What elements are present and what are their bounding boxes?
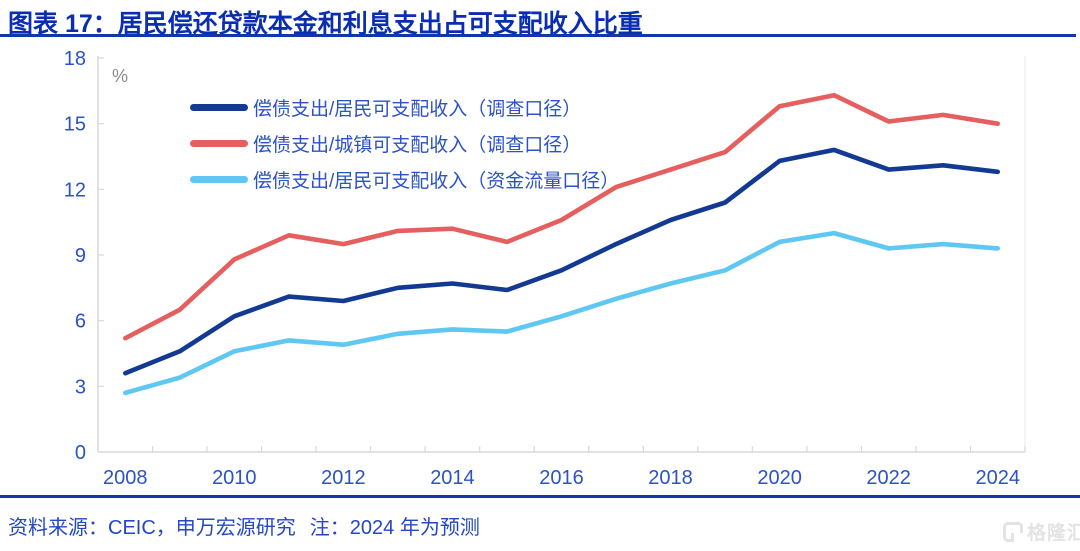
legend-line-swatch (190, 104, 248, 111)
legend-label: 偿债支出/居民可支配收入（调查口径） (253, 99, 582, 120)
svg-text:9: 9 (75, 245, 86, 267)
chart-legend: 偿债支出/居民可支配收入（调查口径） 偿债支出/城镇可支配收入（调查口径） 偿债… (190, 98, 619, 206)
legend-label: 偿债支出/城镇可支配收入（调查口径） (253, 135, 582, 156)
watermark-text: 格隆汇 (1027, 523, 1080, 544)
svg-text:2022: 2022 (866, 467, 911, 489)
line-chart: 0 3 6 9 12 15 18 2008 2010 2012 2014 2016 2018 2020 20… (64, 48, 1026, 489)
chart-area: 0 3 6 9 12 15 18 2008 2010 2012 2014 2016 2018 2020 20… (0, 40, 1080, 500)
svg-text:2014: 2014 (430, 467, 475, 489)
svg-text:18: 18 (64, 48, 86, 70)
legend-item: 偿债支出/城镇可支配收入（调查口径） (190, 134, 619, 156)
title-underline (0, 34, 1076, 37)
svg-text:0: 0 (75, 442, 86, 464)
svg-text:2012: 2012 (321, 467, 366, 489)
svg-text:2010: 2010 (212, 467, 257, 489)
svg-text:2024: 2024 (975, 467, 1020, 489)
svg-text:2008: 2008 (103, 467, 148, 489)
legend-line-swatch (190, 176, 248, 183)
page-title: 图表 17：居民偿还贷款本金和利息支出占可支配收入比重 (8, 10, 643, 38)
svg-text:12: 12 (64, 179, 86, 201)
svg-text:2016: 2016 (539, 467, 584, 489)
svg-text:2018: 2018 (648, 467, 693, 489)
legend-item: 偿债支出/居民可支配收入（资金流量口径） (190, 170, 619, 192)
svg-text:3: 3 (75, 376, 86, 398)
legend-label: 偿债支出/居民可支配收入（资金流量口径） (253, 171, 620, 192)
gelonghui-logo-icon (1003, 521, 1023, 542)
svg-text:2020: 2020 (757, 467, 802, 489)
svg-text:%: % (112, 66, 128, 86)
svg-text:15: 15 (64, 114, 86, 136)
footer-separator (0, 495, 1080, 498)
watermark: 格隆汇 (1003, 518, 1080, 545)
legend-line-swatch (190, 140, 248, 147)
note-text: 注：2024 年为预测 (309, 517, 480, 539)
source-text: 资料来源：CEIC，申万宏源研究 (8, 517, 296, 539)
footer: 资料来源：CEIC，申万宏源研究 注：2024 年为预测 (8, 511, 480, 540)
svg-text:6: 6 (75, 311, 86, 333)
legend-item: 偿债支出/居民可支配收入（调查口径） (190, 98, 619, 120)
